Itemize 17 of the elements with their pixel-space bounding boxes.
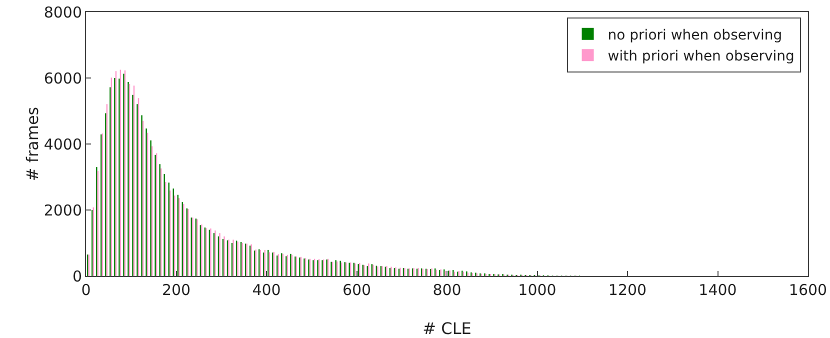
x-tick-label: 1600 (788, 281, 828, 299)
x-tick-label: 400 (252, 281, 281, 299)
y-axis-title: # frames (22, 106, 42, 182)
y-tick-label: 2000 (44, 201, 82, 220)
y-tick-label: 4000 (44, 135, 82, 154)
y-tick-label: 6000 (44, 69, 82, 88)
legend-label: no priori when observing (608, 27, 782, 44)
x-tick-label: 1400 (698, 281, 737, 299)
y-tick-label: 8000 (44, 3, 82, 22)
y-tick-label: 0 (72, 267, 82, 286)
x-tick-label: 200 (162, 281, 191, 299)
x-tick-label: 1000 (518, 281, 556, 299)
x-tick-label: 1200 (608, 281, 647, 299)
legend-label: with priori when observing (608, 48, 794, 65)
x-tick-label: 600 (342, 281, 372, 299)
x-tick-label: 800 (432, 281, 462, 299)
x-axis-title: # CLE (422, 319, 472, 338)
